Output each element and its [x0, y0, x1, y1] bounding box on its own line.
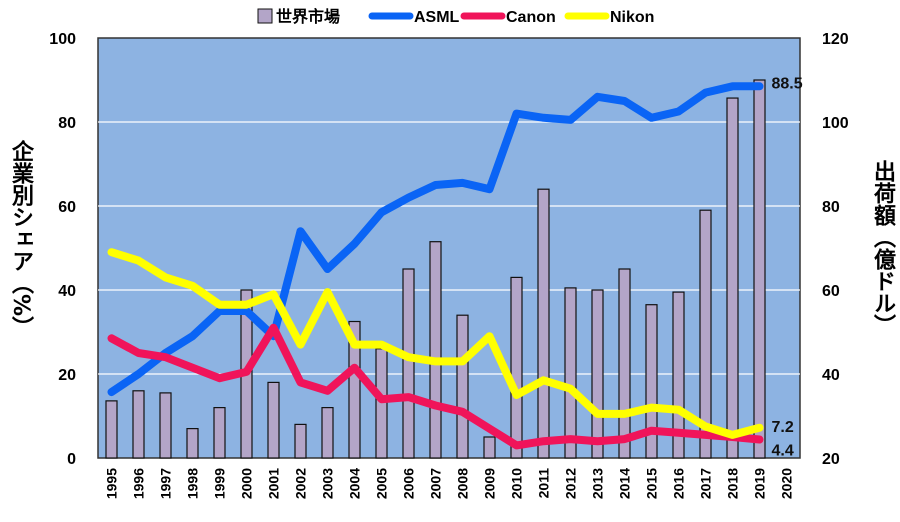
line-asml [107, 82, 764, 397]
bar-2001 [267, 381, 280, 459]
bar-2013 [591, 289, 604, 459]
x-tick-label: 2020 [779, 468, 795, 499]
bar-1996 [132, 390, 145, 459]
x-tick-label: 1995 [104, 468, 120, 499]
bar-2016 [672, 291, 685, 459]
x-tick-label: 2019 [752, 468, 768, 499]
data-label: 88.5 [772, 75, 803, 92]
bar-1995 [105, 400, 118, 459]
bar-2015 [645, 304, 658, 459]
y-axis-left-label: 企業別シェア（%） [8, 140, 33, 339]
x-tick-label: 2005 [374, 468, 390, 499]
bar-2017 [699, 209, 712, 459]
x-tick-label: 2018 [725, 468, 741, 499]
line-canon [107, 323, 764, 450]
x-tick-label: 2014 [617, 468, 633, 499]
y-tick-left-label: 20 [58, 367, 76, 384]
x-tick-label: 2012 [563, 468, 579, 499]
y-tick-left-label: 100 [49, 31, 76, 48]
x-tick-label: 1998 [185, 468, 201, 499]
line-nikon [107, 248, 764, 439]
y-tick-left-label: 0 [67, 451, 76, 468]
y-tick-left-label: 60 [58, 199, 76, 216]
bar-2007 [429, 241, 442, 459]
bar-2006 [402, 268, 415, 459]
x-tick-label: 2002 [293, 468, 309, 499]
y-tick-right-label: 60 [822, 283, 840, 300]
x-tick-label: 2004 [347, 468, 363, 499]
bar-2008 [456, 314, 469, 459]
y-tick-right-label: 120 [822, 31, 849, 48]
x-tick-label: 2013 [590, 468, 606, 499]
x-tick-label: 2011 [536, 468, 552, 499]
x-tick-label: 2015 [644, 468, 660, 499]
bar-2004 [348, 320, 361, 459]
bar-2018 [726, 97, 739, 459]
data-label: 4.4 [772, 443, 794, 460]
x-tick-label: 1996 [131, 468, 147, 499]
x-tick-label: 2006 [401, 468, 417, 499]
bar-2003 [321, 407, 334, 459]
y-tick-left-label: 80 [58, 115, 76, 132]
bar-2002 [294, 423, 307, 459]
legend-label-nikon: Nikon [610, 9, 654, 26]
legend-label-market: 世界市場 [276, 7, 340, 26]
y-tick-right-label: 100 [822, 115, 849, 132]
x-tick-label: 2003 [320, 468, 336, 499]
y-tick-right-label: 20 [822, 451, 840, 468]
bar-2009 [483, 436, 496, 459]
y-tick-right-label: 40 [822, 367, 840, 384]
y-axis-right-label: 出荷額（億ドル） [870, 160, 895, 336]
bar-2010 [510, 276, 523, 459]
y-tick-right-label: 80 [822, 199, 840, 216]
x-tick-label: 2008 [455, 468, 471, 499]
bar-2005 [375, 348, 388, 459]
bar-1997 [159, 392, 172, 459]
legend-swatch-market [257, 8, 273, 24]
x-tick-label: 2009 [482, 468, 498, 499]
data-label: 7.2 [772, 419, 794, 436]
x-tick-label: 2017 [698, 468, 714, 499]
bar-2012 [564, 287, 577, 459]
bar-2014 [618, 268, 631, 459]
legend-label-canon: Canon [506, 9, 556, 26]
x-tick-label: 2007 [428, 468, 444, 499]
x-tick-label: 2001 [266, 468, 282, 499]
bar-2019 [753, 79, 766, 459]
x-tick-label: 2016 [671, 468, 687, 499]
bar-1998 [186, 428, 199, 459]
bar-2011 [537, 188, 550, 459]
x-tick-label: 2000 [239, 468, 255, 499]
y-tick-left-label: 40 [58, 283, 76, 300]
legend-label-asml: ASML [414, 9, 460, 26]
x-tick-label: 1999 [212, 468, 228, 499]
x-tick-label: 1997 [158, 468, 174, 499]
x-tick-label: 2010 [509, 468, 525, 499]
bar-1999 [213, 407, 226, 459]
